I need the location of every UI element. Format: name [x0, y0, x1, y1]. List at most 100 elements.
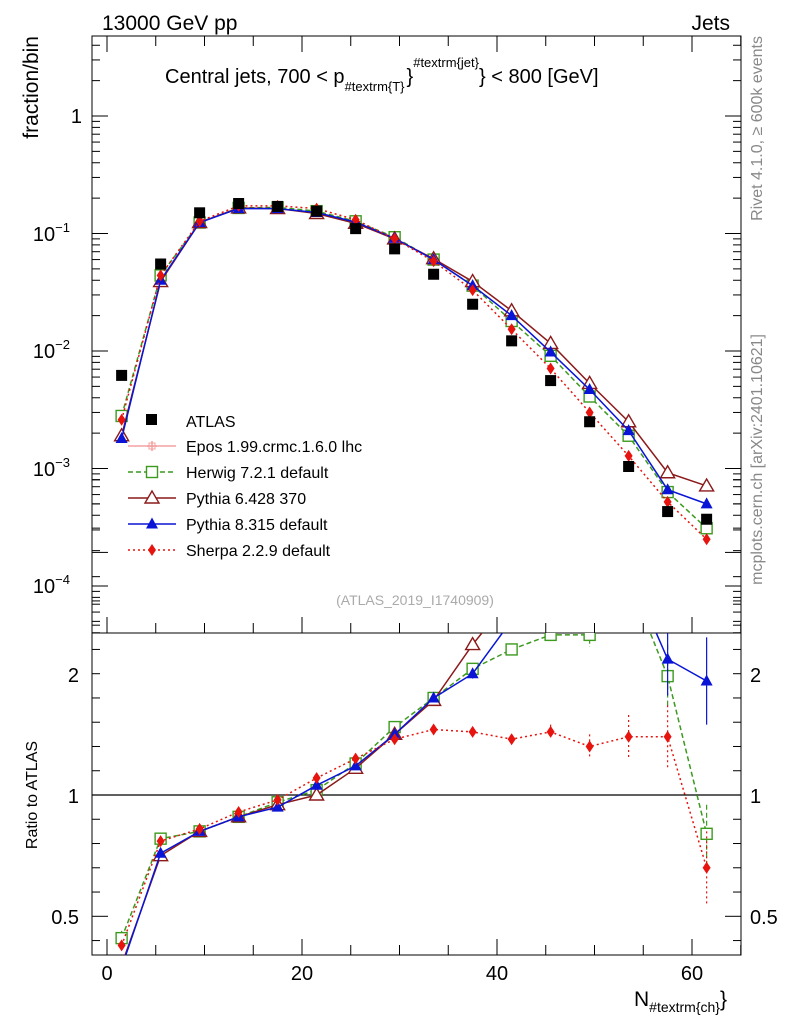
- ratio-point: [624, 730, 633, 743]
- ratio-tick-label-right: 1: [750, 786, 761, 808]
- series-point: [507, 323, 516, 336]
- ratio-point: [466, 667, 479, 679]
- legend-label: Pythia 6.428 370: [186, 491, 306, 508]
- legend-label: Herwig 7.2.1 default: [186, 465, 329, 482]
- ratio-point: [544, 536, 558, 548]
- ratio-point: [584, 570, 596, 581]
- legend-entry: Herwig 7.2.1 default: [128, 465, 329, 482]
- rivet-label: Rivet 4.1.0, ≥ 600k events: [749, 36, 766, 221]
- series-point: [390, 232, 399, 245]
- y-tick-label: 10−1: [33, 220, 70, 246]
- ratio-point: [390, 733, 399, 746]
- x-tick-label: 0: [101, 963, 112, 985]
- data-point: [467, 298, 479, 310]
- legend-entry: Sherpa 2.2.9 default: [128, 543, 331, 560]
- ratio-tick-labels: 2 1 0.5 2 1 0.5: [51, 665, 778, 929]
- series-point: [583, 383, 596, 395]
- ratio-point: [273, 793, 282, 806]
- x-tick-label: 20: [291, 963, 313, 985]
- ratio-series-layer: [92, 477, 741, 972]
- series-point: [115, 432, 128, 444]
- ratio-line: [120, 633, 708, 939]
- data-point: [623, 460, 635, 472]
- ratio-point: [195, 822, 204, 835]
- series-line: [120, 205, 708, 540]
- series-point: [698, 477, 715, 492]
- series-point: [661, 483, 674, 495]
- ratio-y-axis-label: Ratio to ATLAS: [24, 741, 41, 849]
- legend-marker-atlas: [146, 414, 157, 425]
- main-series-layer: [113, 198, 715, 546]
- series-point: [624, 449, 633, 462]
- ratio-point: [464, 636, 481, 651]
- series-point: [117, 413, 126, 426]
- ratio-tick-label-right: 0.5: [750, 907, 778, 929]
- series-point: [700, 497, 713, 509]
- ratio-point: [661, 516, 675, 528]
- data-point: [350, 223, 362, 235]
- x-axis-label: N#textrm{ch}}: [634, 988, 727, 1015]
- legend-marker: [146, 517, 158, 529]
- x-tick-label: 60: [681, 963, 703, 985]
- y-axis-label: fraction/bin: [20, 36, 43, 139]
- data-point: [233, 198, 245, 210]
- ratio-tick-label-right: 2: [750, 665, 761, 687]
- ratio-point: [546, 725, 555, 738]
- y-tick-labels: 1 10−1 10−2 10−3 10−4: [33, 106, 82, 598]
- data-point: [155, 258, 167, 270]
- legend-marker: [145, 465, 159, 479]
- data-point: [506, 335, 518, 347]
- series-point: [585, 406, 594, 419]
- legend-entry-atlas: ATLAS: [146, 414, 236, 431]
- data-point: [116, 369, 128, 381]
- ratio-point: [622, 477, 636, 489]
- data-point: [428, 268, 440, 280]
- legend-label: Epos 1.99.crmc.1.6.0 lhc: [186, 439, 362, 456]
- legend-entry: Pythia 6.428 370: [128, 489, 306, 508]
- ratio-tick-label: 2: [68, 665, 79, 687]
- data-point: [545, 375, 557, 387]
- ratio-point: [115, 958, 129, 970]
- series-point: [622, 424, 635, 436]
- ratio-point: [663, 730, 672, 743]
- ratio-point: [623, 563, 635, 574]
- ratio-point: [116, 961, 128, 972]
- legend-marker: [148, 544, 156, 556]
- legend-label: Pythia 8.315 default: [186, 517, 328, 534]
- series-line: [120, 207, 707, 505]
- series-point: [544, 345, 557, 357]
- ratio-point: [351, 752, 360, 765]
- ratio-point: [505, 589, 519, 601]
- ratio-point: [312, 772, 321, 785]
- ratio-point: [700, 550, 714, 562]
- ratio-point: [702, 861, 711, 874]
- ratio-point: [429, 723, 438, 736]
- ratio-point: [545, 602, 557, 613]
- series-point: [702, 533, 711, 546]
- legend-marker: [143, 489, 161, 504]
- y-tick-label: 10−3: [33, 455, 70, 481]
- data-point: [701, 513, 713, 525]
- data-point: [311, 205, 323, 217]
- ratio-tick-label: 1: [68, 786, 79, 808]
- series-point: [659, 464, 676, 479]
- legend-entry: Pythia 8.315 default: [128, 517, 328, 534]
- data-point: [584, 416, 596, 428]
- chart-title: Central jets, 700 < p#textrm{T}}#textrm{…: [165, 55, 599, 94]
- ratio-point: [156, 835, 165, 848]
- data-point: [272, 200, 284, 212]
- data-point: [194, 207, 206, 219]
- ratio-point: [700, 674, 713, 686]
- ratio-point: [700, 827, 713, 841]
- series-point: [468, 284, 477, 297]
- ratio-point: [117, 939, 126, 952]
- legend-marker: [147, 441, 157, 451]
- ratio-point: [583, 633, 596, 642]
- y-tick-label: 1: [71, 106, 82, 128]
- legend-label-atlas: ATLAS: [186, 414, 236, 431]
- ratio-point: [154, 846, 167, 858]
- ratio-point: [308, 786, 325, 801]
- y-tick-label: 10−2: [33, 337, 70, 363]
- mcplots-label: mcplots.cern.ch [arXiv:2401.10621]: [749, 334, 766, 585]
